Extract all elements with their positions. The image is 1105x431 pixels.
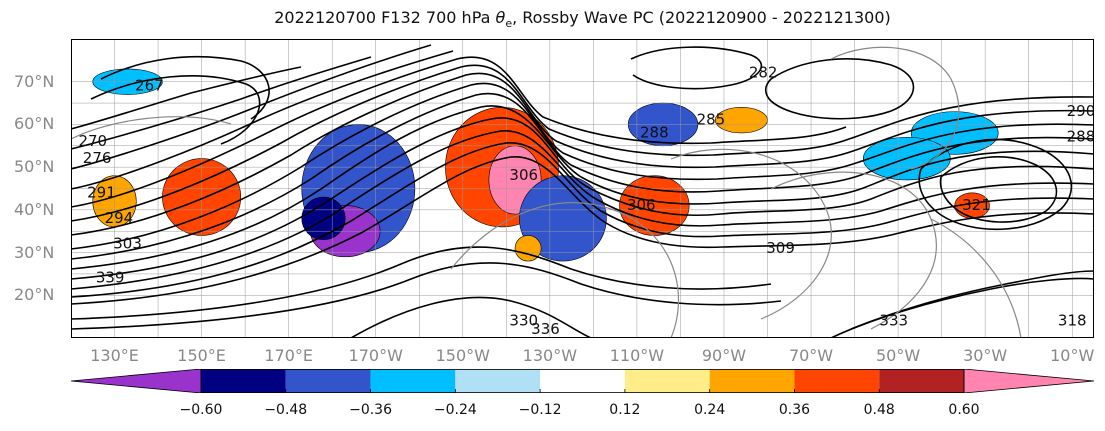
contour-line [71, 50, 454, 190]
contour-label: 285 [697, 111, 726, 129]
colorbar-tick-label: −0.36 [349, 402, 392, 418]
colorbar-tick-label: 0.48 [863, 402, 895, 418]
colorbar-bin [201, 369, 286, 393]
anomaly-region [514, 235, 542, 262]
contour-line [71, 82, 1094, 250]
contour-label: 270 [78, 132, 107, 150]
colorbar-bin [794, 369, 880, 393]
colorbar-extend-high [963, 369, 1094, 393]
contour-line [71, 117, 1094, 280]
contour-label: 333 [879, 311, 908, 329]
colorbar-tick-label: −0.24 [433, 402, 477, 418]
contour-line [918, 138, 1073, 231]
gray-contour-line [930, 218, 1022, 338]
contour-label: 339 [96, 269, 125, 287]
anomaly-region [301, 196, 346, 241]
contour-line [71, 72, 1094, 236]
lon-tick-label: 130°E [90, 346, 139, 365]
contour-line [100, 55, 270, 120]
lon-tick-label: 110°W [609, 346, 665, 365]
gray-contour-line [450, 202, 679, 338]
contour-label: 303 [113, 235, 142, 253]
contour-line [71, 105, 1094, 270]
colorbar-bin [709, 369, 795, 393]
lat-tick-label: 50°N [14, 157, 55, 177]
contour-label: 306 [509, 166, 538, 184]
colorbar-tick-label: −0.12 [518, 402, 562, 418]
contour-line [764, 58, 915, 120]
contour-line [71, 156, 1094, 305]
colorbar-tick-label: 0.60 [948, 402, 980, 418]
contour-label: 288 [1067, 128, 1094, 146]
lat-tick-label: 60°N [14, 114, 55, 134]
contour-label: 309 [766, 239, 795, 257]
lat-tick-label: 40°N [14, 199, 55, 219]
colorbar-tick-label: 0.36 [778, 402, 811, 418]
contour-label: 290 [1067, 102, 1094, 120]
lon-tick-label: 150°W [435, 346, 490, 365]
colorbar-frame [200, 369, 965, 393]
contour-line [71, 64, 1094, 222]
contour-line [71, 44, 432, 170]
contour-label: 318 [1058, 311, 1087, 329]
lat-tick-label: 70°N [14, 71, 55, 91]
contour-line [630, 46, 763, 90]
contour-line [939, 156, 1058, 223]
contour-label: 294 [105, 209, 134, 227]
contour-line [71, 92, 1094, 260]
contour-label: 288 [640, 123, 669, 141]
contour-line [90, 75, 261, 145]
colorbar-bin [624, 369, 710, 393]
gray-contour-line [71, 116, 232, 140]
colorbar-extend-low [71, 369, 202, 393]
colorbar-tick-label: −0.60 [179, 402, 223, 418]
lon-tick-label: 150°E [177, 346, 226, 365]
lon-tick-label: 170°E [264, 346, 313, 365]
contour-line [71, 142, 1094, 298]
contour-label: 336 [531, 320, 560, 338]
gray-contour-line [670, 148, 832, 320]
lon-tick-label: 90°W [701, 346, 747, 365]
contour-line [350, 296, 592, 338]
lon-tick-label: 130°W [522, 346, 578, 365]
contour-line [71, 262, 782, 330]
contour-label: 282 [749, 64, 778, 82]
chart-title: 2022120700 F132 700 hPa θe, Rossby Wave … [274, 8, 891, 31]
contour-label: 291 [87, 183, 116, 201]
contour-label: 330 [509, 311, 538, 329]
contour-label: 267 [135, 76, 164, 94]
colorbar-tick-label: −0.48 [264, 402, 308, 418]
contour-line [71, 66, 302, 130]
lat-tick-label: 20°N [14, 285, 55, 305]
contour-line [71, 56, 372, 150]
colorbar-bin [285, 369, 371, 393]
lon-tick-label: 50°W [876, 346, 921, 365]
contour-line [71, 130, 1094, 290]
colorbar-tick-label: 0.24 [694, 402, 726, 418]
contour-line [71, 56, 847, 208]
lat-tick-label: 30°N [14, 242, 55, 262]
contour-label: 321 [962, 196, 991, 214]
lon-tick-label: 10°W [1050, 346, 1095, 365]
colorbar-tick-label: 0.12 [609, 402, 641, 418]
gray-contour-line [830, 46, 960, 170]
lon-tick-label: 70°W [788, 346, 834, 365]
lon-tick-label: 170°W [348, 346, 403, 365]
colorbar-bin [879, 369, 964, 393]
colorbar-bin [370, 369, 456, 393]
gray-contour-line [770, 171, 937, 330]
colorbar-bin [455, 369, 541, 393]
colorbar [71, 369, 1094, 393]
lon-tick-label: 30°W [963, 346, 1008, 365]
contour-label: 276 [83, 149, 112, 167]
colorbar-bin [540, 369, 625, 393]
contour-line [850, 270, 1094, 330]
contour-line [71, 246, 772, 320]
contour-label: 306 [627, 196, 656, 214]
